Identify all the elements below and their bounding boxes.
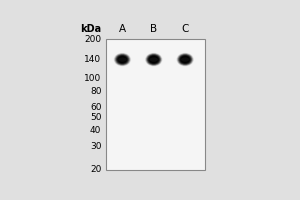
Ellipse shape	[149, 56, 158, 63]
Ellipse shape	[150, 57, 158, 62]
Ellipse shape	[116, 55, 128, 64]
Text: 20: 20	[90, 165, 101, 174]
Ellipse shape	[178, 54, 193, 66]
Text: A: A	[119, 24, 126, 34]
Text: 40: 40	[90, 126, 101, 135]
Ellipse shape	[148, 55, 159, 64]
Text: 200: 200	[84, 35, 101, 44]
Ellipse shape	[119, 57, 126, 62]
Ellipse shape	[177, 53, 193, 66]
Ellipse shape	[118, 56, 126, 63]
Ellipse shape	[148, 55, 159, 64]
Ellipse shape	[118, 56, 127, 63]
Ellipse shape	[179, 55, 191, 64]
Ellipse shape	[115, 54, 130, 65]
Ellipse shape	[145, 53, 162, 66]
Ellipse shape	[178, 54, 192, 65]
Ellipse shape	[114, 53, 131, 66]
Ellipse shape	[116, 54, 129, 65]
Ellipse shape	[146, 54, 161, 66]
Ellipse shape	[177, 53, 194, 66]
Ellipse shape	[118, 56, 127, 63]
Ellipse shape	[181, 56, 189, 63]
Ellipse shape	[150, 57, 158, 62]
Ellipse shape	[148, 55, 160, 64]
Ellipse shape	[115, 54, 130, 66]
Ellipse shape	[114, 53, 130, 66]
Ellipse shape	[146, 53, 162, 66]
Text: 30: 30	[90, 142, 101, 151]
Ellipse shape	[147, 54, 160, 65]
Ellipse shape	[181, 56, 190, 63]
Ellipse shape	[117, 55, 128, 64]
Ellipse shape	[180, 56, 190, 63]
Ellipse shape	[116, 55, 129, 65]
Ellipse shape	[147, 55, 160, 65]
Ellipse shape	[182, 57, 189, 62]
Ellipse shape	[146, 54, 161, 65]
Text: 50: 50	[90, 113, 101, 122]
Ellipse shape	[150, 56, 158, 63]
Ellipse shape	[179, 55, 192, 65]
Text: C: C	[182, 24, 189, 34]
Ellipse shape	[151, 57, 157, 62]
Text: 60: 60	[90, 103, 101, 112]
Ellipse shape	[179, 55, 191, 64]
Ellipse shape	[149, 56, 159, 63]
Text: B: B	[150, 24, 157, 34]
Text: 100: 100	[84, 74, 101, 83]
Ellipse shape	[182, 57, 188, 62]
FancyBboxPatch shape	[106, 39, 205, 170]
Text: kDa: kDa	[80, 24, 101, 34]
Ellipse shape	[119, 57, 126, 62]
Ellipse shape	[178, 54, 192, 65]
Ellipse shape	[117, 55, 128, 64]
Ellipse shape	[118, 57, 127, 62]
Ellipse shape	[181, 57, 189, 62]
Ellipse shape	[180, 55, 190, 64]
Text: 140: 140	[84, 55, 101, 64]
Text: 80: 80	[90, 87, 101, 96]
